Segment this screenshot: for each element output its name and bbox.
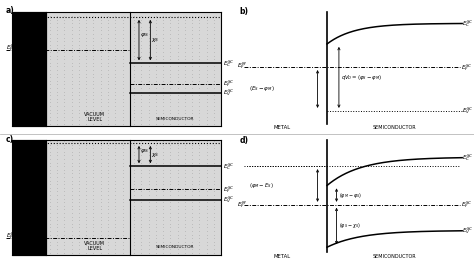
Text: $qV_D=(\varphi_S-\varphi_M)$: $qV_D=(\varphi_S-\varphi_M)$ bbox=[341, 73, 383, 82]
Text: b): b) bbox=[239, 7, 248, 16]
Text: $E_F^{SC}$: $E_F^{SC}$ bbox=[223, 184, 235, 195]
Text: $E_F^{SC}$: $E_F^{SC}$ bbox=[223, 79, 235, 89]
Text: $\chi_S$: $\chi_S$ bbox=[151, 36, 160, 44]
Text: $E_C^{SC}$: $E_C^{SC}$ bbox=[462, 18, 474, 29]
Text: SEMICONDUCTOR: SEMICONDUCTOR bbox=[156, 117, 195, 121]
Text: SEMICONDUCTOR: SEMICONDUCTOR bbox=[373, 125, 417, 130]
Text: $\chi_S$: $\chi_S$ bbox=[151, 151, 160, 159]
Text: $(E_S-\varphi_M)$: $(E_S-\varphi_M)$ bbox=[249, 84, 274, 94]
Text: $E_F^{SC}$: $E_F^{SC}$ bbox=[461, 62, 473, 73]
Text: $E_F^M$: $E_F^M$ bbox=[237, 199, 246, 210]
Text: $(\varphi_M-\varphi_S)$: $(\varphi_M-\varphi_S)$ bbox=[339, 191, 362, 200]
Text: $E_F^{SC}$: $E_F^{SC}$ bbox=[461, 199, 473, 210]
Text: $(\varphi_M-E_S)$: $(\varphi_M-E_S)$ bbox=[249, 181, 273, 190]
Text: METAL: METAL bbox=[20, 245, 36, 250]
Text: d): d) bbox=[239, 136, 248, 145]
Text: LEVEL: LEVEL bbox=[87, 246, 102, 251]
Text: $E_C^{SC}$: $E_C^{SC}$ bbox=[223, 58, 235, 69]
Text: $\varphi_M$: $\varphi_M$ bbox=[36, 29, 46, 38]
Text: $E_V^{SC}$: $E_V^{SC}$ bbox=[462, 225, 474, 236]
Bar bbox=[46, 140, 130, 255]
Text: c): c) bbox=[6, 135, 14, 144]
Bar bbox=[11, 12, 46, 126]
Text: METAL: METAL bbox=[273, 125, 291, 130]
Text: a): a) bbox=[6, 6, 15, 15]
Text: $E_C^{SC}$: $E_C^{SC}$ bbox=[223, 161, 235, 172]
Text: $E_V^{SC}$: $E_V^{SC}$ bbox=[462, 105, 474, 116]
Text: SEMICONDUCTOR: SEMICONDUCTOR bbox=[373, 254, 417, 259]
Bar bbox=[130, 140, 221, 255]
Text: $\varphi_S$: $\varphi_S$ bbox=[140, 31, 148, 39]
Text: METAL: METAL bbox=[273, 254, 291, 259]
Bar bbox=[130, 12, 221, 126]
Text: $\varphi_S$: $\varphi_S$ bbox=[140, 147, 148, 155]
Text: $E_V^{SC}$: $E_V^{SC}$ bbox=[223, 87, 235, 98]
Text: VACUUM: VACUUM bbox=[84, 112, 105, 117]
Text: $\varphi_M$: $\varphi_M$ bbox=[36, 186, 46, 195]
Text: LEVEL: LEVEL bbox=[87, 117, 102, 122]
Text: $E_F^M$: $E_F^M$ bbox=[237, 60, 246, 71]
Text: VACUUM: VACUUM bbox=[84, 241, 105, 246]
Bar bbox=[46, 12, 130, 126]
Text: $E_V^{SC}$: $E_V^{SC}$ bbox=[223, 194, 235, 205]
Bar bbox=[11, 140, 46, 255]
Text: $E_F^M$: $E_F^M$ bbox=[6, 230, 16, 241]
Text: METAL: METAL bbox=[20, 116, 36, 121]
Text: SEMICONDUCTOR: SEMICONDUCTOR bbox=[156, 245, 195, 249]
Text: $E_C^{SC}$: $E_C^{SC}$ bbox=[462, 152, 474, 163]
Text: $E_F^M$: $E_F^M$ bbox=[6, 42, 16, 53]
Text: $(\varphi_S-\chi_S)$: $(\varphi_S-\chi_S)$ bbox=[339, 221, 361, 230]
